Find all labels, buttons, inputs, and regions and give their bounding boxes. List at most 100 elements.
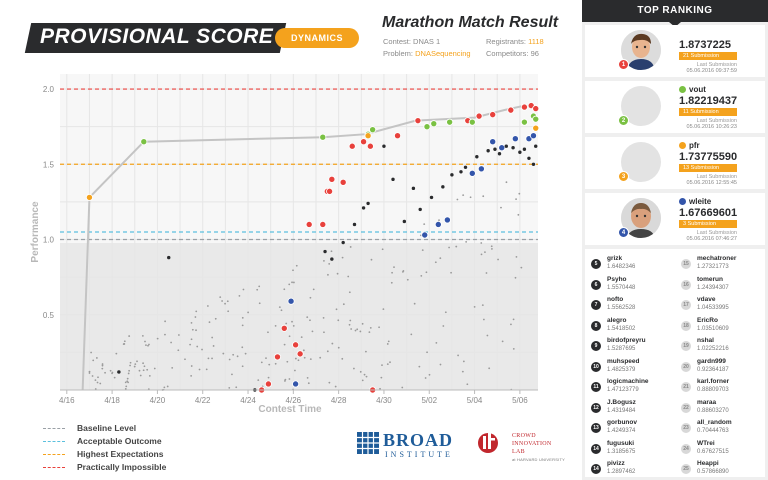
competitor-score: 1.5570448 (607, 284, 636, 291)
ranking-list-item[interactable]: 17 vdave 1.04533995 (677, 294, 763, 318)
ranking-list-item[interactable]: 14 pivizz 1.2897462 (587, 458, 673, 480)
ranking-list-item[interactable]: 16 tomerun 1.24394307 (677, 274, 763, 298)
data-point-grizk (360, 138, 368, 146)
ranking-list-item[interactable]: 6 Psyho 1.5570448 (587, 274, 673, 298)
reference-lines (60, 88, 538, 241)
top-ranking-card[interactable]: 4 wleite 1.67669601 3 Submission Last Su… (585, 193, 765, 245)
data-point-others (518, 150, 522, 154)
ranking-list-item[interactable]: 13 gorbunov 1.4249374 (587, 417, 673, 441)
background-submission-dot (129, 364, 131, 367)
background-submission-dot (219, 296, 222, 299)
last-submission-date: 05.06.2016 10:26:23 (686, 124, 737, 130)
y-tick-label: 1.5 (43, 160, 55, 169)
rank-number: 14 (591, 464, 601, 474)
submission-count: 3 Submission (679, 220, 737, 228)
data-point-grizk (319, 220, 327, 228)
broad-logo-mark (357, 432, 379, 454)
background-submission-dot (92, 359, 95, 362)
background-submission-dot (466, 383, 469, 386)
background-submission-dot (295, 264, 298, 267)
background-submission-dot (330, 250, 333, 253)
ranking-list-item[interactable]: 5 grizk 1.6482346 (587, 253, 673, 277)
background-submission-dot (328, 262, 331, 265)
ranking-list-item[interactable]: 24 WTrei 0.67627515 (677, 438, 763, 462)
competitor-handle: fugusuki (607, 439, 635, 447)
top-ranking-card[interactable]: 1 1.8737225 21 Submission Last Submissio… (585, 25, 765, 77)
background-submission-dot (127, 381, 130, 384)
data-point-wleite (529, 132, 537, 140)
competitor-handle: J.Bogusz (607, 398, 636, 406)
background-submission-dot (198, 368, 201, 371)
background-submission-dot (128, 335, 131, 337)
ranking-list-item[interactable]: 10 muhspeed 1.4825379 (587, 356, 673, 380)
background-submission-dot (294, 357, 297, 360)
background-submission-dot (370, 258, 373, 261)
background-submission-dot (122, 343, 125, 345)
background-submission-dot (292, 281, 295, 284)
background-submission-dot (512, 347, 515, 350)
background-submission-dot (91, 375, 94, 377)
background-submission-dot (241, 324, 244, 327)
legend-impossible-label: Practically Impossible (77, 462, 167, 472)
ranking-list-item[interactable]: 12 J.Bogusz 1.4319484 (587, 397, 673, 421)
background-submission-dot (307, 382, 310, 385)
data-point-vout (369, 126, 377, 134)
ranking-list-item[interactable]: 18 EricRo 1.03510609 (677, 315, 763, 339)
y-tick-label: 2.0 (43, 85, 55, 94)
ranking-list-item[interactable]: 8 alegro 1.5418502 (587, 315, 673, 339)
background-submission-dot (480, 253, 483, 256)
background-submission-dot (347, 275, 350, 278)
ranking-list-item[interactable]: 14 fugusuki 1.3185675 (587, 438, 673, 462)
ranking-list-item[interactable]: 22 maraa 0.88603270 (677, 397, 763, 421)
ranking-list-item[interactable]: 9 birdofpreyru 1.5287695 (587, 335, 673, 359)
background-submission-dot (208, 321, 211, 324)
background-submission-dot (126, 377, 129, 380)
ranking-list-item[interactable]: 19 nshal 1.02252216 (677, 335, 763, 359)
dynamics-badge[interactable]: DYNAMICS (275, 28, 359, 48)
background-submission-dot (96, 381, 99, 384)
data-point-wleite (292, 380, 300, 388)
background-submission-dot (228, 387, 231, 389)
top-ranking-card[interactable]: 2 vout 1.82219437 11 Submission Last Sub… (585, 81, 765, 133)
data-point-others (497, 152, 502, 156)
background-submission-dot (286, 360, 289, 363)
background-submission-dot (482, 195, 485, 198)
legend-impossible: Practically Impossible (43, 462, 166, 472)
rank-badge: 3 (618, 171, 629, 182)
ranking-list-item[interactable]: 15 mechatroner 1.27321773 (677, 253, 763, 277)
leader-line (81, 104, 536, 391)
submission-count: 21 Submission (679, 52, 737, 60)
performance-chart: 4/16 4/18 4/20 4/22 4/24 4/26 4/28 4/30 5/02 5/04… (30, 74, 540, 415)
ranking-list-item[interactable]: 21 karl.forner 0.88809703 (677, 376, 763, 400)
background-submission-dot (514, 276, 517, 279)
ranking-list-item[interactable]: 25 Heappi 0.57866890 (677, 458, 763, 480)
background-submission-dot (390, 281, 393, 284)
background-submission-dot (144, 340, 146, 343)
legend-baseline-swatch (43, 428, 65, 430)
background-submission-dot (136, 360, 138, 363)
competitor-score: 1.4825379 (607, 366, 636, 373)
ranking-list-item[interactable]: 11 logicmachine 1.47123779 (587, 376, 673, 400)
data-point-others (330, 257, 334, 261)
background-submission-dot (488, 367, 491, 370)
legend-baseline-label: Baseline Level (77, 423, 137, 433)
background-submission-dot (207, 357, 210, 360)
ranking-list-item[interactable]: 20 gardn999 0.92364187 (677, 356, 763, 380)
ranking-list-item[interactable]: 23 all_random 0.70444763 (677, 417, 763, 441)
competitor-score: 0.70444763 (697, 428, 729, 434)
background-submission-dot (363, 373, 366, 376)
rank-number: 9 (591, 341, 601, 351)
ranking-list-item[interactable]: 7 nofto 1.5562528 (587, 294, 673, 318)
competitor-handle: wleite (689, 197, 712, 206)
cil-line-1: CROWD (512, 433, 536, 439)
background-submission-dot (300, 336, 303, 339)
data-point-grizk (507, 106, 515, 114)
data-point-others (341, 240, 345, 245)
data-point-others (361, 206, 366, 210)
background-submission-dot (341, 357, 344, 360)
background-submission-dot (297, 359, 300, 362)
registrants-value: 1118 (528, 37, 544, 46)
top-ranking-card[interactable]: 3 pfr 1.73775590 13 Submission Last Subm… (585, 137, 765, 189)
background-submission-dot (450, 271, 452, 274)
rank-number: 13 (591, 423, 601, 433)
